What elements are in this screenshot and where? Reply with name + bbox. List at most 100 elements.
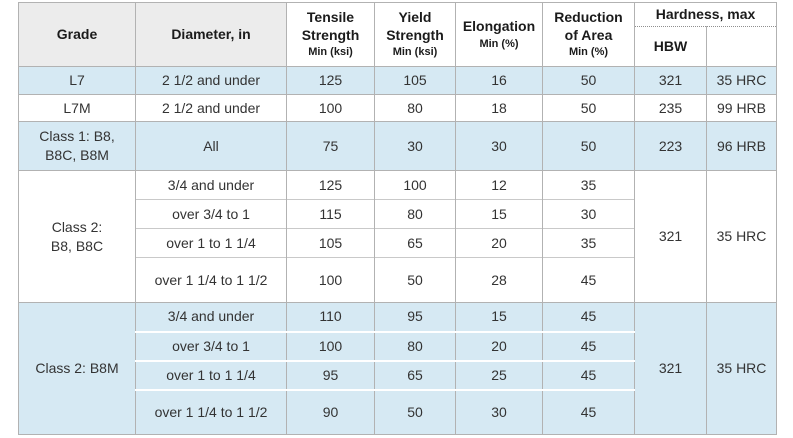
tensile-cell: 125 bbox=[286, 66, 375, 95]
rockwell-cell: 35 HRC bbox=[705, 170, 778, 303]
table-row: L7M 2 1/2 and under 100 80 18 50 235 99 … bbox=[18, 94, 778, 122]
rockwell-cell: 96 HRB bbox=[705, 121, 778, 171]
reduction-cell: 50 bbox=[542, 94, 635, 122]
yield-cell: 30 bbox=[374, 121, 456, 171]
elongation-cell: 25 bbox=[455, 359, 543, 390]
yield-cell: 95 bbox=[374, 302, 456, 332]
diameter-cell: over 3/4 to 1 bbox=[135, 199, 287, 229]
elongation-cell: 18 bbox=[455, 94, 543, 122]
rockwell-cell: 35 HRC bbox=[705, 66, 778, 95]
diameter-cell: 2 1/2 and under bbox=[135, 94, 287, 122]
elongation-cell: 30 bbox=[455, 388, 543, 435]
rockwell-cell: 35 HRC bbox=[705, 302, 778, 435]
tensile-cell: 100 bbox=[286, 330, 375, 361]
table-row: over 3/4 to 1 115 80 15 30 bbox=[19, 199, 777, 229]
table-row: over 1 1/4 to 1 1/2 90 50 30 45 bbox=[19, 388, 777, 435]
col-header-elongation-title: Elongation bbox=[462, 18, 536, 35]
col-header-yield: Yield Strength Min (ksi) bbox=[374, 2, 456, 67]
tensile-cell: 100 bbox=[286, 94, 375, 122]
col-header-elongation-min: Min (%) bbox=[479, 37, 519, 50]
reduction-cell: 45 bbox=[542, 302, 635, 332]
col-header-reduction-min: Min (%) bbox=[568, 46, 609, 59]
grade-cell: Class 1: B8, B8C, B8M bbox=[18, 121, 136, 171]
header-row-2: HBW bbox=[19, 26, 778, 67]
tensile-cell: 100 bbox=[286, 257, 375, 303]
col-header-tensile: Tensile Strength Min (ksi) bbox=[286, 2, 375, 67]
elongation-cell: 15 bbox=[455, 199, 543, 229]
yield-cell: 105 bbox=[374, 66, 456, 95]
header-row-1: Grade Diameter, in Tensile Strength Min … bbox=[18, 2, 778, 67]
yield-cell: 65 bbox=[374, 359, 456, 390]
yield-cell: 50 bbox=[374, 257, 456, 303]
reduction-cell: 45 bbox=[542, 388, 635, 435]
col-header-tensile-title: Tensile Strength bbox=[301, 9, 360, 43]
col-header-yield-min: Min (ksi) bbox=[392, 46, 438, 59]
elongation-cell: 16 bbox=[455, 66, 543, 95]
hbw-cell: 321 bbox=[634, 302, 707, 435]
col-header-yield-title: Yield Strength bbox=[386, 9, 444, 43]
table-row: Class 2: B8, B8C 3/4 and under 125 100 1… bbox=[18, 170, 778, 303]
col-header-rockwell bbox=[705, 26, 778, 67]
table-row: over 1 to 1 1/4 95 65 25 45 bbox=[19, 359, 777, 390]
diameter-cell: 2 1/2 and under bbox=[135, 66, 287, 95]
table-row: over 3/4 to 1 100 80 20 45 bbox=[19, 330, 777, 361]
table-row: L7 2 1/2 and under 125 105 16 50 321 35 … bbox=[18, 66, 778, 95]
elongation-cell: 20 bbox=[455, 330, 543, 361]
tensile-cell: 125 bbox=[286, 170, 375, 200]
yield-cell: 100 bbox=[374, 170, 456, 200]
tensile-cell: 105 bbox=[286, 228, 375, 258]
reduction-cell: 45 bbox=[542, 330, 635, 361]
reduction-cell: 50 bbox=[542, 66, 635, 95]
mechanical-properties-table: Grade Diameter, in Tensile Strength Min … bbox=[18, 2, 778, 435]
diameter-cell: 3/4 and under bbox=[135, 302, 287, 332]
col-header-hardness: Hardness, max bbox=[633, 2, 778, 27]
table-row: over 1 1/4 to 1 1/2 100 50 28 45 bbox=[19, 257, 777, 303]
col-header-elongation: Elongation Min (%) bbox=[455, 2, 543, 67]
reduction-cell: 35 bbox=[542, 170, 635, 200]
reduction-cell: 45 bbox=[542, 359, 635, 390]
reduction-cell: 30 bbox=[542, 199, 635, 229]
tensile-cell: 110 bbox=[286, 302, 375, 332]
table-body: L7 2 1/2 and under 125 105 16 50 321 35 … bbox=[18, 66, 778, 435]
table-row: over 1 to 1 1/4 105 65 20 35 bbox=[19, 228, 777, 258]
hbw-cell: 223 bbox=[634, 121, 707, 171]
table-header: Grade Diameter, in Tensile Strength Min … bbox=[18, 2, 778, 67]
reduction-cell: 45 bbox=[542, 257, 635, 303]
grade-cell: Class 2: B8, B8C bbox=[18, 170, 136, 303]
grade-cell: L7 bbox=[18, 66, 136, 95]
table-row: Class 1: B8, B8C, B8M All 75 30 30 50 22… bbox=[18, 121, 778, 171]
col-header-reduction: Reduction of Area Min (%) bbox=[542, 2, 635, 67]
tensile-cell: 90 bbox=[286, 388, 375, 435]
yield-cell: 80 bbox=[374, 94, 456, 122]
rockwell-cell: 99 HRB bbox=[705, 94, 778, 122]
tensile-cell: 95 bbox=[286, 359, 375, 390]
col-header-tensile-min: Min (ksi) bbox=[308, 46, 353, 59]
reduction-cell: 50 bbox=[542, 121, 635, 171]
tensile-cell: 115 bbox=[286, 199, 375, 229]
hbw-cell: 321 bbox=[634, 66, 707, 95]
grade-cell: Class 2: B8M bbox=[18, 302, 136, 435]
yield-cell: 80 bbox=[374, 199, 456, 229]
diameter-cell: over 1 to 1 1/4 bbox=[135, 359, 287, 390]
grade-cell: L7M bbox=[18, 94, 136, 122]
elongation-cell: 28 bbox=[455, 257, 543, 303]
diameter-cell: All bbox=[135, 121, 287, 171]
yield-cell: 80 bbox=[374, 330, 456, 361]
elongation-cell: 15 bbox=[455, 302, 543, 332]
yield-cell: 50 bbox=[374, 388, 456, 435]
col-header-reduction-title: Reduction of Area bbox=[554, 9, 623, 43]
diameter-cell: over 1 1/4 to 1 1/2 bbox=[135, 257, 287, 303]
elongation-cell: 12 bbox=[455, 170, 543, 200]
col-header-diameter: Diameter, in bbox=[135, 2, 287, 67]
diameter-cell: 3/4 and under bbox=[135, 170, 287, 200]
elongation-cell: 20 bbox=[455, 228, 543, 258]
hbw-cell: 235 bbox=[634, 94, 707, 122]
diameter-cell: over 1 to 1 1/4 bbox=[135, 228, 287, 258]
yield-cell: 65 bbox=[374, 228, 456, 258]
diameter-cell: over 3/4 to 1 bbox=[135, 330, 287, 361]
col-header-hbw: HBW bbox=[634, 26, 707, 67]
table-row: Class 2: B8M 3/4 and under 110 95 15 45 … bbox=[18, 302, 778, 435]
diameter-cell: over 1 1/4 to 1 1/2 bbox=[135, 388, 287, 435]
col-header-grade: Grade bbox=[18, 2, 136, 67]
